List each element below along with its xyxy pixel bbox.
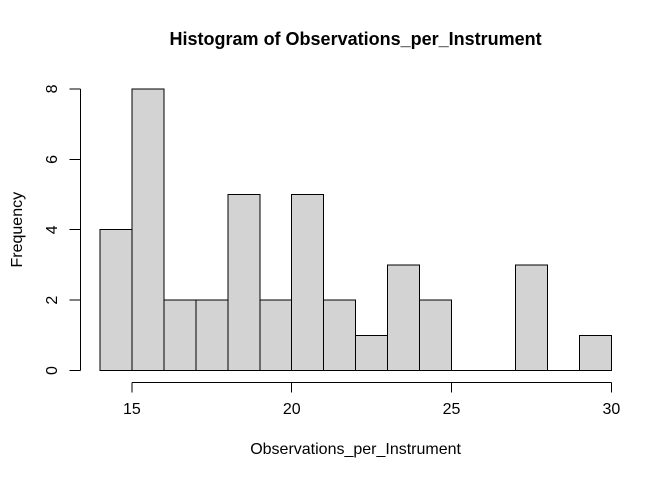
histogram-bar bbox=[323, 299, 357, 371]
histogram-bar bbox=[195, 299, 229, 371]
x-axis-label: Observations_per_Instrument bbox=[250, 441, 461, 458]
axes-group: 0 2 4 6 8 15 20 25 30 bbox=[44, 84, 620, 418]
histogram-bar bbox=[419, 299, 453, 371]
x-tick-label: 30 bbox=[603, 401, 621, 418]
chart-title: Histogram of Observations_per_Instrument bbox=[170, 29, 542, 49]
histogram-bar bbox=[387, 264, 421, 371]
x-tick-label: 20 bbox=[283, 401, 301, 418]
histogram-bar bbox=[578, 334, 612, 371]
y-tick-label: 6 bbox=[44, 155, 61, 164]
y-tick-label: 8 bbox=[44, 84, 61, 93]
histogram-bar bbox=[163, 299, 197, 371]
histogram-bar bbox=[515, 264, 548, 371]
x-tick-label: 25 bbox=[443, 401, 461, 418]
x-tick-label: 15 bbox=[123, 401, 141, 418]
histogram-bar bbox=[227, 194, 261, 371]
histogram-bar bbox=[355, 334, 389, 371]
histogram-bar bbox=[291, 194, 325, 371]
y-tick-label: 0 bbox=[44, 366, 61, 375]
y-axis-label: Frequency bbox=[9, 192, 26, 268]
histogram-bar bbox=[259, 299, 293, 371]
bars-group bbox=[99, 88, 612, 371]
histogram-bar bbox=[99, 229, 133, 371]
y-tick-label: 4 bbox=[44, 225, 61, 234]
histogram-bar bbox=[131, 88, 165, 371]
y-tick-label: 2 bbox=[44, 296, 61, 305]
